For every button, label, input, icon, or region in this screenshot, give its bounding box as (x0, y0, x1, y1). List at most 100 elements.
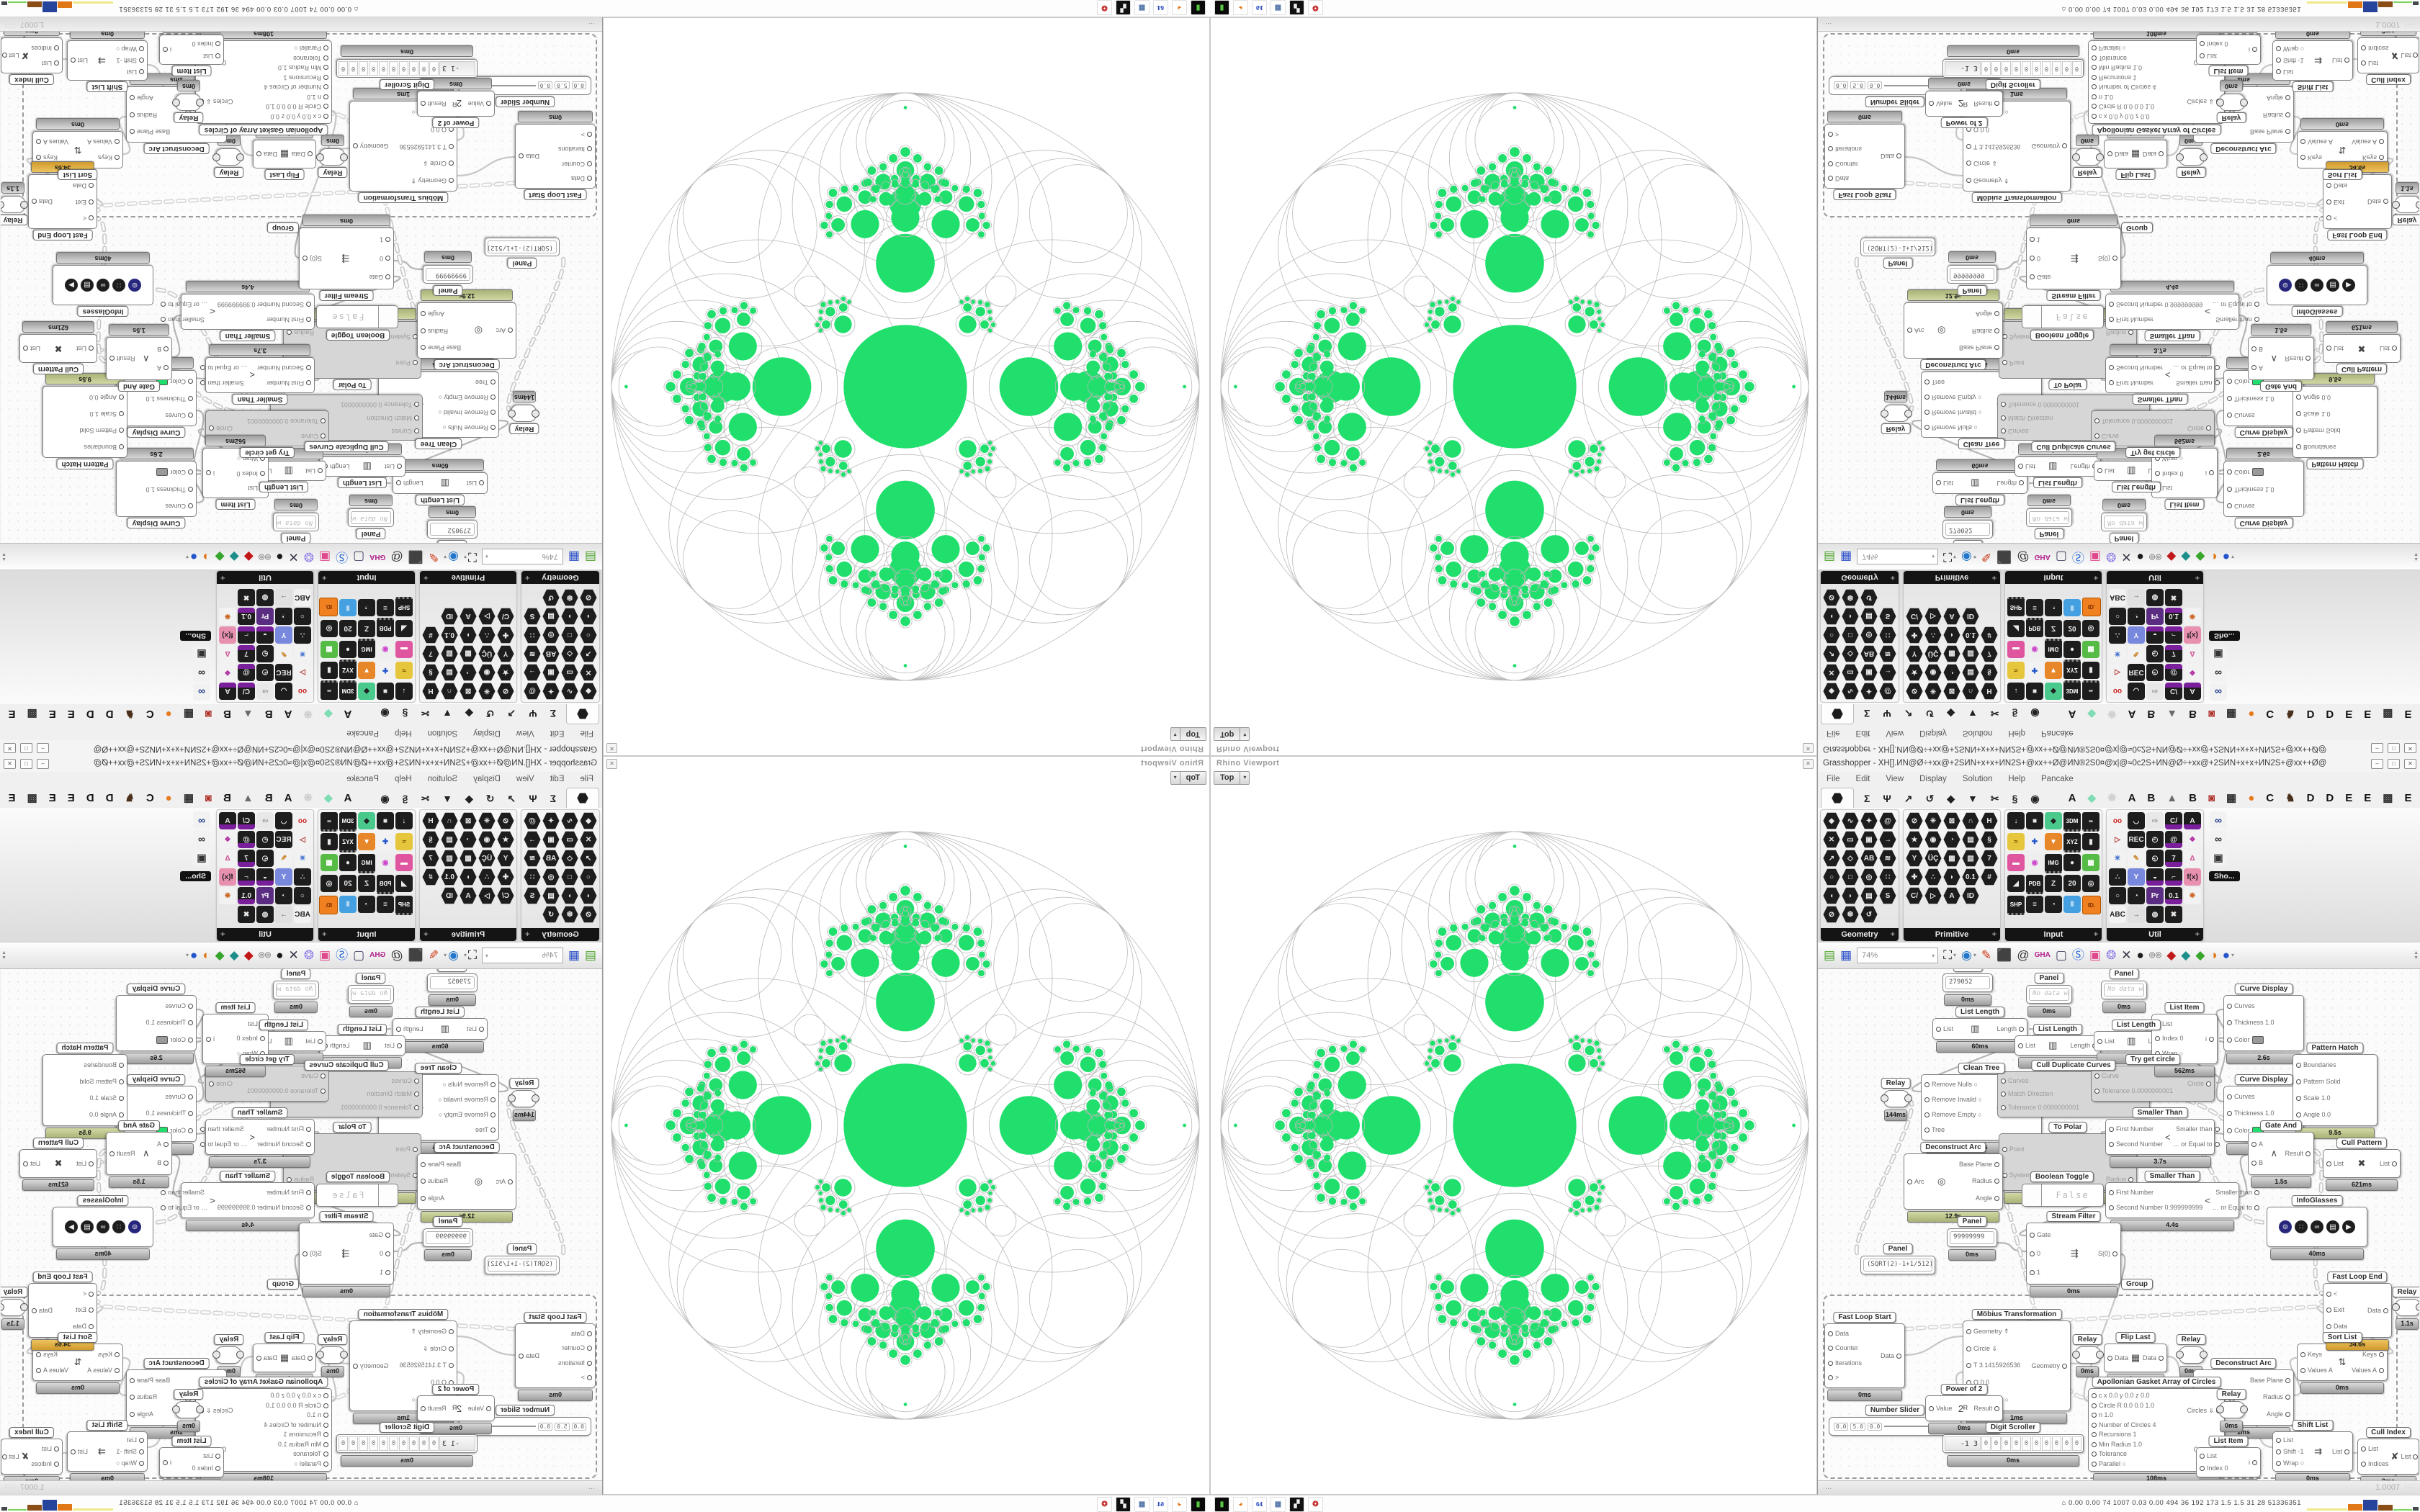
plugin-tab[interactable]: A (284, 708, 292, 720)
component-icon[interactable]: 0.1 (2165, 887, 2182, 904)
plugin-tab[interactable]: A (2128, 792, 2136, 804)
menu-item-edit[interactable]: Edit (550, 729, 565, 737)
component-icon[interactable]: ▤ (441, 664, 458, 681)
component-icon[interactable]: 0.1 (1962, 626, 1979, 644)
panel-node[interactable]: 279052 (1942, 520, 1993, 539)
component-icon[interactable]: ❖ (2184, 664, 2201, 681)
component-icon[interactable]: SHP (395, 597, 413, 616)
toolbar-icon[interactable]: ▢ (2055, 948, 2067, 962)
component-icon[interactable]: ID (441, 887, 458, 904)
tray-icon[interactable]: 64 (1252, 1497, 1267, 1512)
component-icon[interactable]: ✚ (497, 868, 514, 886)
gh-component-power-of-2[interactable]: Value 2ᴿ Result Power of 2 0ms (1925, 1384, 2003, 1434)
component-icon[interactable]: 20 (339, 620, 357, 637)
component-icon[interactable]: ∴ (294, 626, 311, 644)
component-icon[interactable]: ○ (580, 868, 597, 886)
component-icon[interactable]: ◔ (1943, 664, 1960, 681)
component-icon[interactable]: A (1943, 608, 1960, 625)
component-icon[interactable]: ◆ (2045, 683, 2062, 700)
component-icon[interactable]: ✚ (1906, 868, 1923, 886)
component-icon[interactable]: ✎ (2128, 645, 2145, 662)
component-icon[interactable]: → (524, 664, 541, 681)
component-icon[interactable]: ∞ (2082, 812, 2099, 832)
component-icon[interactable]: ≋ (524, 645, 541, 662)
component-icon[interactable]: ∿ (561, 683, 578, 700)
tray-icon[interactable]: ▞ (1116, 1497, 1131, 1512)
panel-expand-icon[interactable]: + (1991, 573, 1996, 582)
component-icon[interactable]: 0.1 (1962, 868, 1979, 886)
component-icon[interactable]: 3DM (2063, 680, 2081, 700)
component-icon[interactable]: ▷ (1924, 887, 1942, 904)
plugin-tab[interactable]: E (2345, 792, 2353, 804)
plugin-tab[interactable]: A (2068, 708, 2076, 720)
component-icon[interactable]: Z (358, 875, 375, 892)
component-icon[interactable]: ⊠ (1943, 812, 1960, 829)
tab-icon[interactable]: ✂ (1990, 708, 1999, 719)
plugin-tab[interactable]: E (2345, 708, 2353, 720)
plugin-tab[interactable]: ▦ (183, 708, 194, 720)
component-icon[interactable]: ◎ (2082, 875, 2099, 892)
chevron-down-icon[interactable]: ▾ (1170, 728, 1180, 740)
menu-item-view[interactable]: View (516, 729, 534, 737)
component-icon[interactable]: ▷ (478, 608, 496, 625)
tray-icon[interactable]: ▞ (1289, 1497, 1304, 1512)
toolbar-icon[interactable]: ◆ (2166, 948, 2177, 962)
panel-node[interactable]: (SQRT(2)-1+1/512)^1 (1860, 1256, 1935, 1274)
component-icon[interactable]: ❆ (561, 589, 578, 606)
plugin-tab[interactable]: B (223, 792, 231, 804)
component-icon[interactable]: ⊘ (497, 812, 514, 829)
toolbar-icon[interactable]: ✕ (288, 550, 299, 564)
toolbar-icon[interactable]: ◎◎ (2148, 553, 2162, 561)
gh-component-fast-loop-end[interactable]: < Exit Data Data Fast Loop End 34.6s (28, 1272, 97, 1351)
component-icon[interactable]: ■ (2026, 683, 2043, 700)
component-icon[interactable]: ◉ (1924, 664, 1942, 681)
toolbar-icon[interactable]: ◎◎ (2148, 951, 2162, 959)
toolbar-icon[interactable]: ◉ ▾ (444, 948, 459, 962)
panel-expand-icon[interactable]: + (2093, 930, 2098, 939)
viewport-tab-label[interactable]: Top (1220, 773, 1234, 782)
component-icon[interactable]: ◎ (542, 868, 560, 886)
component-icon[interactable]: oo (294, 683, 311, 700)
panel-expand-icon[interactable]: + (424, 930, 429, 939)
plugin-tab[interactable]: D (2326, 708, 2334, 720)
gh-component-smaller-than[interactable]: First Number Second Number 0.999999999 < Sm… (161, 281, 315, 341)
tab-icon[interactable]: ◆ (465, 708, 473, 719)
component-icon[interactable]: ◖ (580, 608, 597, 625)
component-icon[interactable]: ∩ (1962, 683, 1979, 700)
tray-icon[interactable]: 64 (1252, 0, 1267, 15)
component-icon[interactable]: H (422, 812, 439, 829)
component-icon[interactable]: ≡ (2026, 599, 2043, 616)
component-icon[interactable]: Z (2045, 620, 2062, 637)
tab-icon[interactable]: ◉ (2030, 793, 2040, 804)
plugin-tab[interactable]: E (2404, 708, 2412, 720)
relay-node[interactable] (319, 148, 345, 166)
toolbar-icon[interactable]: ▣ (319, 550, 331, 564)
component-icon[interactable]: Pr (256, 887, 274, 904)
component-icon[interactable]: ✚ (2026, 662, 2043, 679)
tab-icon[interactable]: ✂ (1990, 793, 1999, 804)
ribbon-panel-name[interactable]: Input + (318, 928, 415, 941)
component-icon[interactable]: ∷ (524, 868, 541, 886)
component-icon[interactable]: 20 (339, 875, 357, 892)
component-icon[interactable]: ○ (2109, 887, 2126, 904)
plugin-tab[interactable]: A (2128, 708, 2136, 720)
component-icon[interactable]: ✚ (497, 626, 514, 644)
relay-node[interactable] (2176, 1346, 2208, 1364)
component-icon[interactable]: ✎ (275, 645, 292, 662)
component-icon[interactable]: ◔ (460, 664, 477, 681)
component-icon[interactable]: 7 (422, 645, 439, 662)
plugin-tab[interactable]: E (67, 708, 75, 720)
panel-expand-icon[interactable]: + (525, 930, 530, 939)
relay-node[interactable] (2395, 196, 2419, 213)
panel-expand-icon[interactable]: + (220, 573, 225, 582)
menu-item-help[interactable]: Help (394, 775, 412, 783)
component-icon[interactable]: ID. (319, 896, 338, 914)
relay-node[interactable] (1881, 1090, 1912, 1107)
component-icon[interactable]: Pr (2146, 887, 2164, 904)
gh-component-gate-and[interactable]: A B ∧ Result Gate And 1.5s (106, 1120, 172, 1188)
component-icon[interactable]: SHP (395, 896, 413, 915)
component-icon[interactable]: ◇ (1842, 850, 1859, 867)
